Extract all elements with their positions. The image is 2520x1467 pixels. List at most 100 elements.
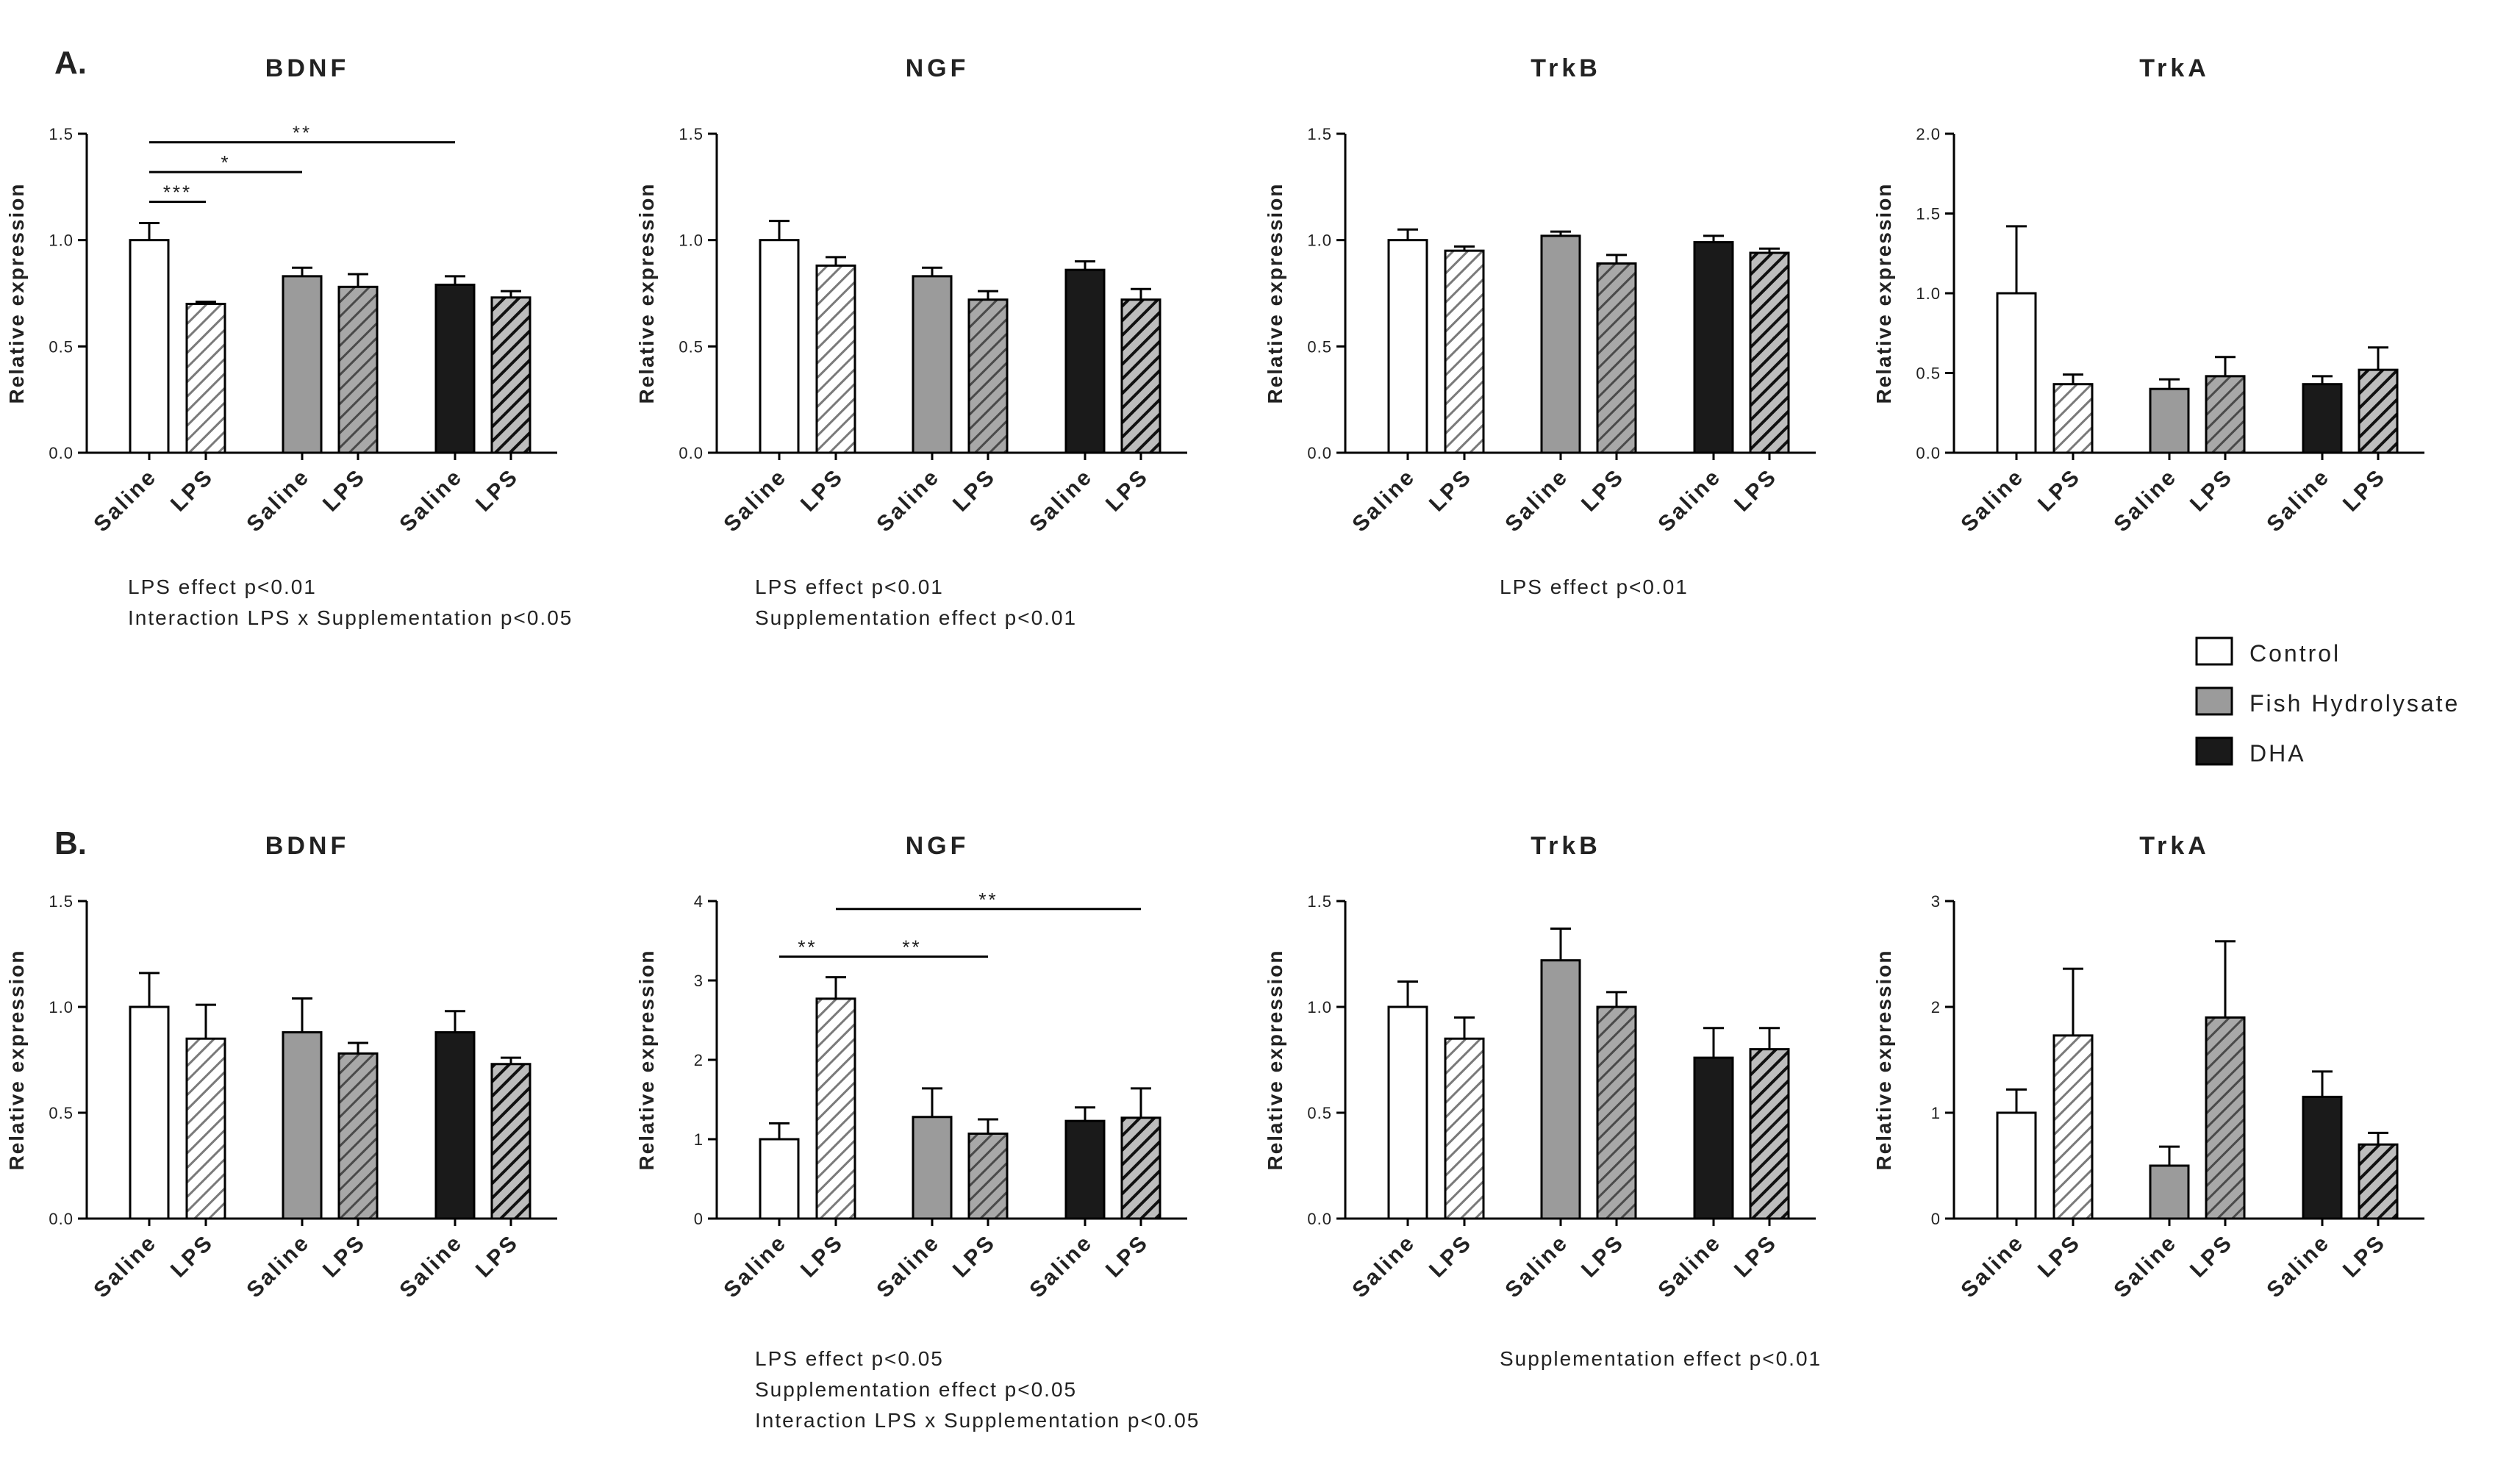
chart-a-ngf-bar-4	[1064, 268, 1106, 454]
chart-b-trkb-bar-3	[1596, 1005, 1637, 1220]
chart-a-trka-xtick-label-2: Saline	[2109, 465, 2182, 537]
chart-b-bdnf-ytick-label-2: 1.0	[49, 998, 74, 1016]
chart-b-trkb-xtick-label-0: Saline	[1347, 1230, 1420, 1303]
chart-a-trka-xtick-label-4: Saline	[2262, 465, 2335, 537]
chart-b-bdnf-xtick-label-5: LPS	[471, 1230, 523, 1283]
chart-a-trka-ytick-label-3: 1.5	[1916, 205, 1941, 223]
legend-label-control: Control	[2249, 640, 2341, 667]
chart-a-trka-bar-3	[2205, 375, 2246, 454]
chart-b-trkb-xtick-label-5: LPS	[1730, 1230, 1782, 1283]
chart-b-ngf-ytick-label-1: 1	[694, 1130, 704, 1149]
chart-b-trka-xtick-label-4: Saline	[2262, 1230, 2335, 1303]
chart-b-trkb-ytick-label-2: 1.0	[1307, 998, 1332, 1016]
chart-a-ngf-xtick-label-1: LPS	[796, 465, 848, 517]
chart-b-trka-bar-0	[1996, 1111, 2037, 1220]
chart-a-ngf-bar-1	[815, 264, 856, 454]
chart-a-ngf-title: NGF	[906, 54, 970, 82]
chart-b-bdnf-ylabel: Relative expression	[5, 949, 28, 1170]
chart-b-bdnf-title: BDNF	[265, 832, 349, 860]
chart-a-trkb-ytick-label-3: 1.5	[1307, 125, 1332, 143]
chart-b-ngf-ytick-label-2: 2	[694, 1051, 704, 1069]
chart-b-bdnf-bar-4	[434, 1031, 476, 1220]
chart-a-bdnf-ytick-label-3: 1.5	[49, 125, 74, 143]
chart-a-trkb-xtick-label-3: LPS	[1577, 465, 1629, 517]
chart-a-bdnf-xtick-label-3: LPS	[318, 465, 371, 517]
chart-a-bdnf-bar-3	[337, 285, 379, 454]
chart-b-ngf-note-2: Interaction LPS x Supplementation p<0.05	[755, 1409, 1200, 1432]
chart-b-trka-ytick-label-1: 1	[1931, 1104, 1941, 1122]
chart-a-trkb-bar-5	[1749, 251, 1790, 454]
chart-a-bdnf: BDNF 0.0 0.5 1.0 1.5 Relative expression Salin…	[5, 54, 573, 629]
chart-a-trka-ytick-label-1: 0.5	[1916, 365, 1941, 383]
panel-a-label: A.	[54, 45, 87, 81]
chart-a-ngf-bar-0	[759, 239, 800, 454]
chart-b-ngf-note-0: LPS effect p<0.05	[755, 1347, 944, 1370]
chart-a-trkb-xtick-label-2: Saline	[1500, 465, 1573, 537]
chart-b-trkb-ytick-label-3: 1.5	[1307, 892, 1332, 911]
chart-b-trkb-xtick-label-1: LPS	[1425, 1230, 1477, 1283]
chart-a-ngf-note-1: Supplementation effect p<0.01	[755, 606, 1077, 629]
chart-a-trkb-bar-4	[1693, 241, 1734, 454]
chart-b-trkb-note-0: Supplementation effect p<0.01	[1500, 1347, 1822, 1370]
chart-b-ngf-xtick-label-0: Saline	[719, 1230, 792, 1303]
chart-a-bdnf-xtick-label-0: Saline	[89, 465, 162, 537]
chart-a-trka-ytick-label-2: 1.0	[1916, 284, 1941, 303]
chart-b-ngf-bar-2	[912, 1116, 953, 1220]
chart-b-trkb: TrkB 0.0 0.5 1.0 1.5 Relative expression Salin…	[1264, 832, 1822, 1370]
chart-a-trka-xtick-label-0: Saline	[1956, 465, 2029, 537]
chart-b-trkb-bar-4	[1693, 1056, 1734, 1220]
legend-label-dha: DHA	[2249, 740, 2306, 767]
chart-a-trka-bar-5	[2358, 368, 2399, 454]
chart-a-trka-ylabel: Relative expression	[1872, 182, 1895, 403]
chart-b-trkb-xtick-label-2: Saline	[1500, 1230, 1573, 1303]
chart-b-bdnf-bar-2	[282, 1031, 323, 1220]
chart-a-bdnf-bar-2	[282, 275, 323, 454]
chart-b-trkb-ytick-label-1: 0.5	[1307, 1104, 1332, 1122]
chart-b-ngf-bar-5	[1120, 1116, 1161, 1220]
chart-b-ngf-sig-label-0: **	[798, 936, 817, 958]
chart-a-bdnf-ytick-label-2: 1.0	[49, 232, 74, 250]
chart-b-trka-bar-1	[2052, 1034, 2094, 1220]
chart-a-bdnf-xtick-label-1: LPS	[166, 465, 218, 517]
chart-a-trkb-ytick-label-2: 1.0	[1307, 232, 1332, 250]
chart-b-trkb-bar-0	[1387, 1005, 1428, 1220]
chart-b-ngf-sig-label-1: **	[902, 936, 921, 958]
chart-a-bdnf-bar-0	[129, 239, 170, 454]
legend-swatch-dha	[2195, 736, 2233, 766]
chart-a-ngf: NGF 0.0 0.5 1.0 1.5 Relative expression Saline…	[635, 54, 1187, 629]
chart-b-trkb-title: TrkB	[1531, 832, 1601, 860]
chart-a-trka-xtick-label-1: LPS	[2033, 465, 2086, 517]
chart-b-bdnf-xtick-label-2: Saline	[242, 1230, 315, 1303]
chart-a-trkb-note-0: LPS effect p<0.01	[1500, 575, 1689, 598]
chart-a-bdnf-note-1: Interaction LPS x Supplementation p<0.05	[128, 606, 573, 629]
chart-b-trkb-bar-2	[1540, 959, 1581, 1220]
chart-a-bdnf-title: BDNF	[265, 54, 349, 82]
chart-b-bdnf-bar-0	[129, 1005, 170, 1220]
chart-b-trkb-bar-5	[1749, 1048, 1790, 1220]
chart-a-trkb-ytick-label-1: 0.5	[1307, 337, 1332, 356]
chart-a-bdnf-sig-label-0: ***	[163, 182, 192, 204]
chart-a-ngf-bar-2	[912, 275, 953, 454]
chart-b-ngf-note-1: Supplementation effect p<0.05	[755, 1378, 1077, 1401]
chart-b-ngf-bar-3	[967, 1132, 1009, 1220]
chart-b-bdnf-xtick-label-4: Saline	[395, 1230, 468, 1303]
chart-a-bdnf-bar-5	[490, 296, 531, 454]
chart-a-bdnf-ylabel: Relative expression	[5, 182, 28, 403]
chart-a-trkb-title: TrkB	[1531, 54, 1601, 82]
chart-a-bdnf-ytick-label-1: 0.5	[49, 337, 74, 356]
chart-b-trkb-bar-1	[1444, 1037, 1485, 1220]
chart-a-ngf-ytick-label-2: 1.0	[679, 232, 704, 250]
chart-a-ngf-xtick-label-5: LPS	[1101, 465, 1153, 517]
chart-a-bdnf-bar-1	[185, 302, 226, 454]
chart-a-bdnf-bar-4	[434, 283, 476, 454]
legend-swatch-control	[2195, 636, 2233, 666]
chart-a-trkb: TrkB 0.0 0.5 1.0 1.5 Relative expression Salin…	[1264, 54, 1816, 598]
chart-b-ngf-bar-4	[1064, 1119, 1106, 1220]
chart-b-trka-xtick-label-5: LPS	[2338, 1230, 2391, 1283]
chart-b-ngf-bar-0	[759, 1138, 800, 1220]
chart-b-ngf-sig-label-2: **	[978, 889, 998, 911]
chart-a-trka-xtick-label-3: LPS	[2186, 465, 2238, 517]
chart-b-ngf-ylabel: Relative expression	[635, 949, 658, 1170]
